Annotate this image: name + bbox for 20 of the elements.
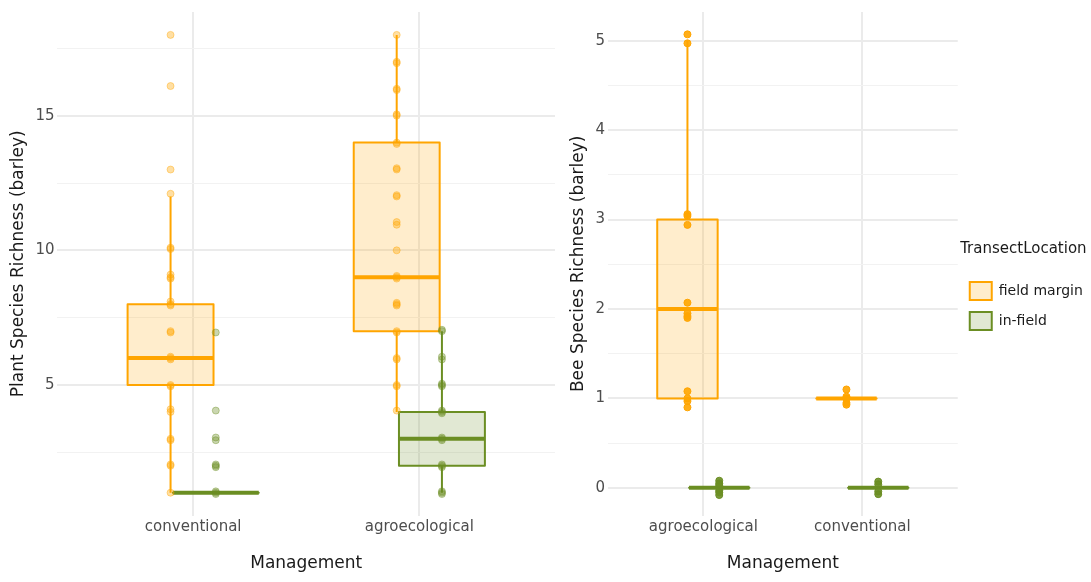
legend-label: field margin <box>998 281 1083 298</box>
x-tick-label: agroecological <box>364 517 474 536</box>
y-tick-label: 15 <box>35 105 55 124</box>
y-tick-label: 5 <box>595 30 605 49</box>
y-tick-label: 4 <box>595 119 605 138</box>
x-tick-label: conventional <box>814 517 911 536</box>
legend-title: TransectLocation <box>959 239 1087 258</box>
legend-label: in-field <box>998 311 1047 328</box>
y-tick-label: 3 <box>595 209 605 228</box>
y-tick-label: 1 <box>595 388 605 407</box>
x-tick-label: agroecological <box>648 517 758 536</box>
x-axis-title: Management <box>726 552 840 573</box>
x-axis-title: Management <box>250 552 363 573</box>
y-tick-label: 0 <box>595 477 605 496</box>
y-tick-label: 5 <box>44 374 55 393</box>
y-axis-title: Plant Species Richness (barley) <box>6 130 27 398</box>
y-axis-title: Bee Species Richness (barley) <box>566 135 587 393</box>
x-tick-label: conventional <box>144 517 242 536</box>
y-tick-label: 2 <box>595 298 605 317</box>
y-tick-label: 10 <box>35 240 55 259</box>
